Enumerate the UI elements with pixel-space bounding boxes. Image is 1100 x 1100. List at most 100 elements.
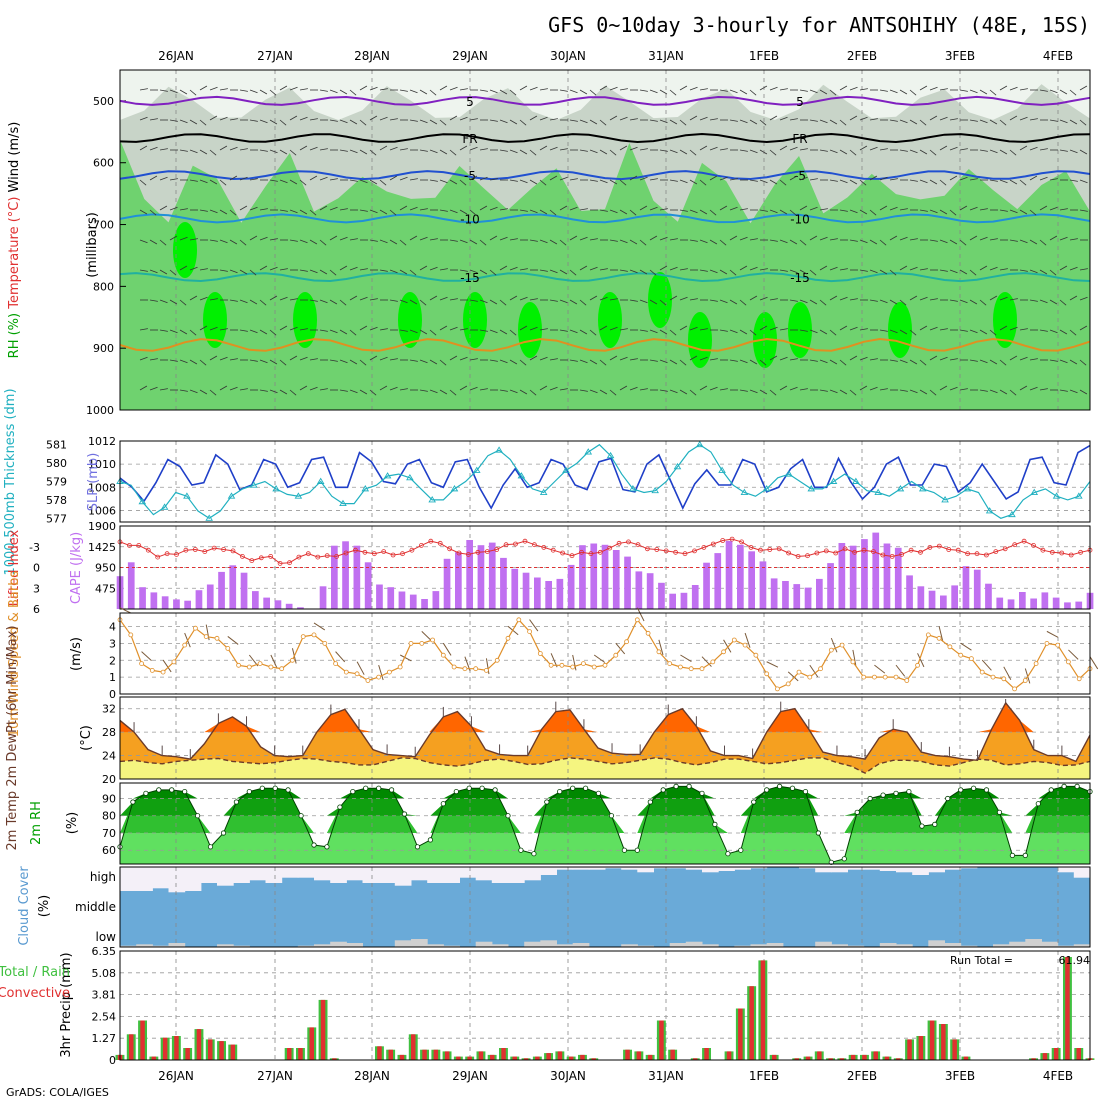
wind-barb [359,119,367,126]
wind-barb [1009,86,1018,91]
precip-convective-bar [896,1058,901,1060]
wind-barb [919,85,928,91]
wind-barb [319,329,328,332]
wind-barb [989,329,997,336]
wind-barb [309,239,318,245]
wind-barb [709,239,718,245]
wind-barb [239,269,248,275]
wind-barb [689,115,698,121]
wind-barb [629,239,638,245]
wind-barb [479,239,487,246]
wind-barb [959,148,968,151]
wind10m-point [796,669,802,675]
cape-bar [252,591,259,609]
wind-barb [399,388,408,391]
wind-barb [529,149,537,156]
wind-barb [599,389,608,395]
wind-ytick-0: 0 [109,688,116,701]
wind-barb [369,355,378,361]
wind-barb [339,89,348,95]
wind10m-barb [636,607,645,622]
wind10m-point [979,669,985,675]
wind-barb [859,328,868,331]
cape-bar [1041,592,1049,609]
wind-barb [579,329,588,335]
wind-barb [689,149,697,156]
wind-barb [909,149,918,154]
rh2m-point [789,785,796,791]
run-total-label: Run Total = [950,954,1013,967]
cloud-level-label: high [90,870,116,884]
precip-convective-bar [162,1037,168,1060]
wind-barb [879,269,888,275]
wind10m-barb [421,631,432,642]
wind-barb [799,176,808,181]
cape-bar [883,543,891,609]
precip-convective-bar [839,1058,845,1060]
wind-barb [139,328,148,331]
wind10m-point [527,629,532,634]
cape-bar [443,558,451,609]
wind-barb [949,118,958,121]
x-tick-label-top: 30JAN [550,49,586,63]
wind-barb [1079,149,1088,155]
wind-barb [519,268,528,271]
wind10m-point [473,666,479,672]
precip-convective-bar [298,1048,303,1060]
wind-barb [609,355,618,361]
wind10m-barb [1003,666,1012,680]
cloud-level-label: middle [75,900,116,914]
wind-barb [209,179,218,185]
rh2m-point [531,851,537,857]
wind-barb [419,119,428,124]
cloud-low-bar [960,945,978,947]
wind10m-point [149,668,155,673]
lifted-index-point [871,549,876,554]
wind-barb [779,209,788,215]
wind-barb [399,176,408,181]
rh2m-point [182,788,188,795]
cape-bar [567,564,575,609]
wind-barb [229,209,237,216]
wind-barb [649,269,657,276]
wind-barb [589,389,598,394]
wind-barb [629,209,637,216]
rh2m-point [595,790,602,796]
wind-barb [219,116,228,121]
wind-barb [959,269,968,275]
wind-barb [179,236,188,241]
wind-barb [809,299,818,305]
precip-convective-bar [1076,1048,1081,1060]
cloud-high-clear [524,867,541,881]
wind-barb [999,119,1007,126]
wind-barb [149,146,158,151]
wind-barb [489,299,498,305]
cape-bar [816,578,823,609]
wind-barb [909,179,918,182]
wind-barb [869,209,877,216]
lifted-index-point [1012,542,1018,548]
wind-ytick-3: 3 [109,637,116,650]
wind-barb [1019,116,1028,121]
wind-barb [839,296,848,301]
wind-barb [889,206,898,211]
wind-barb [589,238,598,241]
thickness-point [472,466,481,473]
wind10m-barb [1068,649,1079,660]
cape-bar [635,571,643,609]
wind-barb [499,389,508,392]
rh2m-point [130,799,136,805]
wind-barb [849,389,857,396]
wind-barb [509,359,518,365]
wind10m-point [861,674,867,680]
lifted-index-point [645,546,650,552]
wind-barb [439,209,448,212]
cloud-high-clear [491,867,509,883]
wind-barb [229,239,238,245]
wind10m-barb [680,654,692,662]
wind-barb [789,299,798,302]
wind-barb [399,329,408,332]
thickness-point [249,481,258,488]
cape-bar [534,577,541,609]
wind-barb [359,268,368,271]
